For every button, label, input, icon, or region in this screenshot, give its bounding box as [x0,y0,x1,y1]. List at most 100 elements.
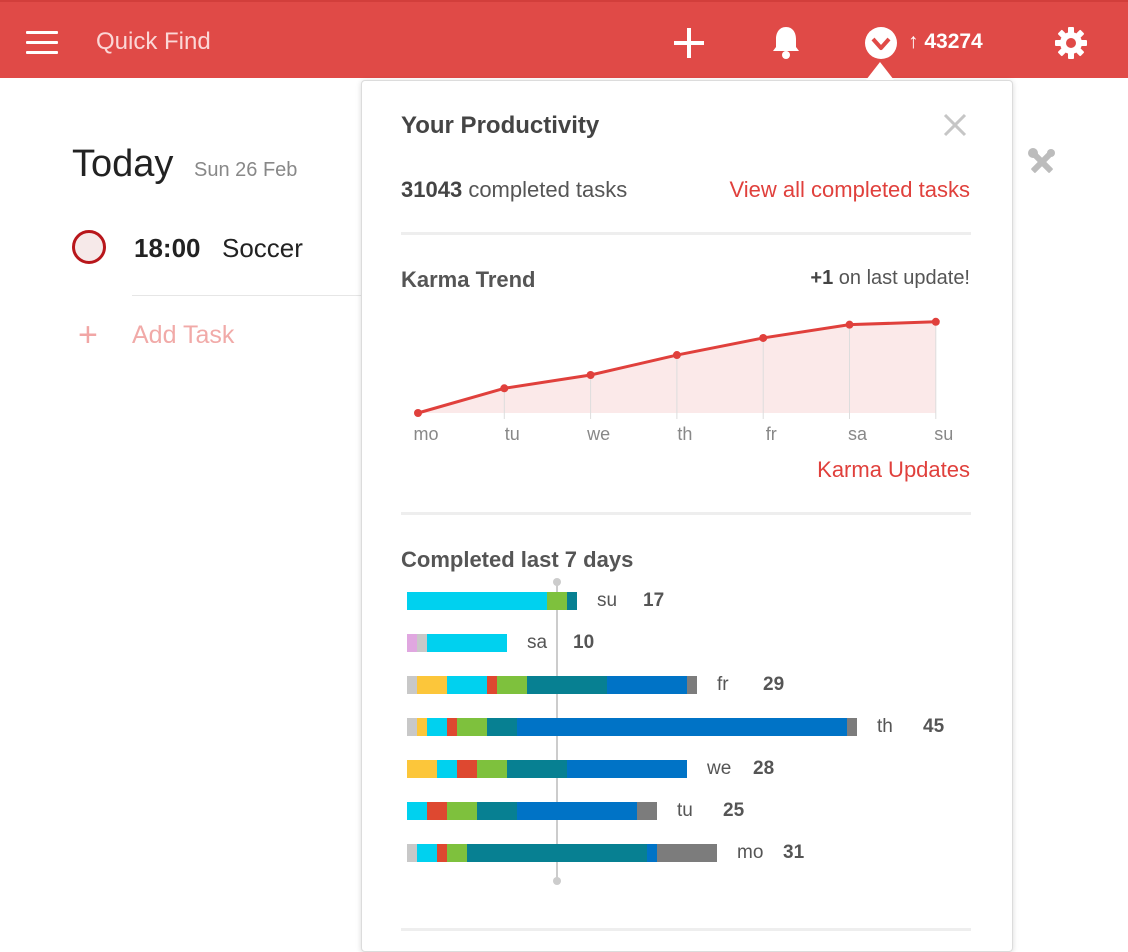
bar-segment [487,676,497,694]
bar-segment [567,592,577,610]
bar-segment [417,676,447,694]
karma-tick-label: mo [413,424,438,444]
productivity-title: Your Productivity [401,112,600,139]
karma-tick-label: fr [766,424,777,444]
bar-segment [547,592,567,610]
bar-segment [407,634,417,652]
bar-segment [447,802,477,820]
day-label: sa [527,632,548,653]
day-label: mo [737,842,764,863]
day-count: 28 [753,758,775,779]
task-checkbox[interactable] [72,230,106,264]
karma-point [500,384,509,393]
task-time: 18:00 [134,233,201,263]
completed-suffix: completed tasks [468,177,628,202]
karma-point [586,371,595,379]
karma-tick-label: sa [848,424,868,444]
karma-updates-link[interactable]: Karma Updates [817,457,970,482]
day-label: th [877,716,893,737]
bar-segment [407,592,547,610]
close-icon[interactable] [942,112,968,143]
day-label: we [707,758,732,779]
bar-segment [477,802,517,820]
bar-segment [447,676,487,694]
bar-segment [467,844,647,862]
bar-segment [657,844,717,862]
karma-tick-label: tu [505,424,520,444]
karma-points[interactable]: ↑ 43274 [908,30,983,54]
bar-segment [507,760,567,778]
completed-7-days-chart [407,578,857,885]
add-icon[interactable] [672,26,706,65]
bar-segment [567,760,687,778]
bar-segment [427,718,447,736]
karma-point [931,317,940,326]
day-count: 31 [783,842,805,863]
quick-find-input[interactable]: Quick Find [96,28,211,55]
bar-segment [607,676,687,694]
karma-point [414,409,422,417]
bar-segment [437,760,457,778]
bell-icon[interactable] [770,24,802,65]
day-label: fr [717,674,729,695]
bar-segment [407,802,427,820]
bar-segment [407,760,437,778]
bar-segment [637,802,657,820]
section-divider [401,232,971,235]
bar-segment [407,844,417,862]
karma-tick-label: su [934,424,953,444]
menu-icon[interactable] [26,31,58,55]
bar-segment [497,676,527,694]
add-task-button[interactable]: Add Task [132,321,235,349]
bar-segment [647,844,657,862]
karma-trend-title: Karma Trend [401,267,536,292]
section-divider [401,512,971,515]
bar-segment [417,844,437,862]
karma-tick-label: th [677,424,692,444]
day-label: su [597,590,618,611]
karma-icon[interactable] [864,26,898,65]
completed-count: 31043 [401,177,463,202]
view-all-completed-link[interactable]: View all completed tasks [729,177,971,202]
page-date: Sun 26 Feb [194,159,298,181]
bar-segment [487,718,517,736]
axis-dot [553,877,561,885]
completed-tasks-summary: 31043 completed tasks [401,177,627,203]
section-divider [401,928,971,931]
bar-segment [407,718,417,736]
karma-point [672,351,681,360]
day-count: 25 [723,800,745,821]
add-task-icon[interactable]: + [78,316,98,354]
karma-arrow: ↑ [908,30,919,53]
karma-update-value: +1 [810,267,834,289]
popup-arrow [866,62,894,80]
completed-last-7-days-title: Completed last 7 days [401,547,634,572]
karma-update-suffix: on last update! [838,267,970,289]
day-count: 29 [763,674,785,695]
bar-segment [427,634,507,652]
bar-segment [407,676,417,694]
bar-segment [447,844,467,862]
tools-icon[interactable] [1026,146,1058,183]
bar-segment [447,718,457,736]
bar-segment [477,760,507,778]
karma-value: 43274 [924,30,983,53]
task-divider [132,295,362,296]
bar-segment [527,676,607,694]
karma-tick-label: we [586,424,610,444]
bar-segment [457,718,487,736]
bar-segment [847,718,857,736]
task-name[interactable]: Soccer [222,233,303,263]
bar-segment [517,718,847,736]
bar-segment [427,802,447,820]
bar-segment [517,802,637,820]
karma-last-update: +1 on last update! [810,267,970,290]
day-count: 17 [643,590,665,611]
karma-point [845,320,854,329]
bar-segment [437,844,447,862]
gear-icon[interactable] [1054,26,1088,65]
day-count: 10 [573,632,595,653]
karma-trend-chart: mo tu we th fr sa su [413,317,953,444]
day-count: 45 [923,716,945,737]
top-bar: Quick Find ↑ 43274 [0,0,1128,78]
